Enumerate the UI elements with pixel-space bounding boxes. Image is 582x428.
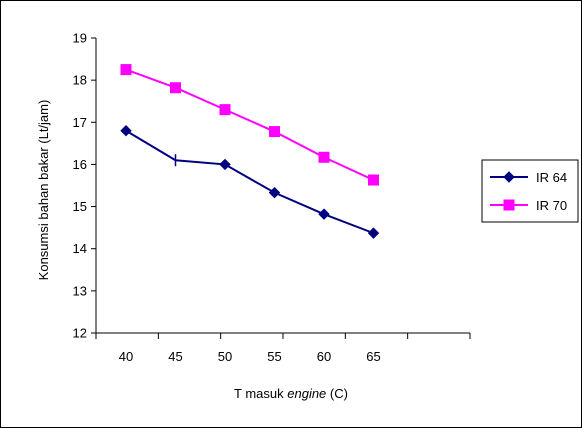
data-point bbox=[219, 104, 231, 116]
y-tick-label: 19 bbox=[73, 31, 87, 46]
data-point bbox=[120, 125, 132, 137]
legend-label: IR 64 bbox=[536, 170, 567, 185]
series-line bbox=[125, 68, 374, 181]
series-1 bbox=[120, 64, 379, 186]
data-point bbox=[120, 64, 132, 76]
y-tick-label: 18 bbox=[73, 73, 87, 88]
x-tick-label: 50 bbox=[218, 349, 232, 364]
x-tick-labels: 40 45 50 55 60 65 bbox=[119, 349, 381, 364]
data-point bbox=[170, 82, 181, 94]
series-line bbox=[125, 129, 374, 235]
series-0 bbox=[120, 125, 380, 239]
x-tick-label: 65 bbox=[366, 349, 380, 364]
x-tick-label: 60 bbox=[317, 349, 331, 364]
data-point bbox=[219, 158, 231, 171]
x-axis-title-prefix: T masuk bbox=[234, 386, 287, 401]
x-axis-title-italic: engine bbox=[287, 386, 326, 401]
data-point bbox=[367, 227, 380, 239]
data-point bbox=[318, 151, 330, 163]
data-point bbox=[368, 174, 379, 186]
y-tick-label: 16 bbox=[73, 157, 87, 172]
legend: IR 64 IR 70 bbox=[481, 159, 579, 223]
legend-item: IR 70 bbox=[490, 198, 567, 213]
y-axis-title: Konsumsi bahan bakar (Lt/jam) bbox=[36, 100, 51, 281]
series-layer bbox=[120, 64, 380, 239]
x-tick-label: 55 bbox=[267, 349, 281, 364]
y-tick-labels: 12 13 14 15 16 17 18 19 bbox=[73, 31, 87, 341]
data-point bbox=[269, 126, 280, 138]
y-tick-label: 14 bbox=[73, 241, 87, 256]
axes bbox=[91, 37, 471, 339]
legend-label: IR 70 bbox=[536, 198, 567, 213]
legend-marker bbox=[503, 199, 515, 211]
y-tick-label: 12 bbox=[73, 326, 87, 341]
y-tick-label: 13 bbox=[73, 283, 87, 298]
x-tick-label: 40 bbox=[119, 349, 133, 364]
x-tick-label: 45 bbox=[168, 349, 182, 364]
data-point bbox=[318, 208, 330, 220]
x-axis-title-suffix: (C) bbox=[326, 386, 348, 401]
legend-item: IR 64 bbox=[490, 170, 567, 185]
y-tick-label: 15 bbox=[73, 199, 87, 214]
x-axis-title: T masuk engine (C) bbox=[234, 386, 348, 401]
data-point bbox=[268, 186, 281, 199]
legend-marker bbox=[503, 171, 515, 183]
y-tick-label: 17 bbox=[73, 115, 87, 130]
legend-box bbox=[481, 159, 579, 223]
